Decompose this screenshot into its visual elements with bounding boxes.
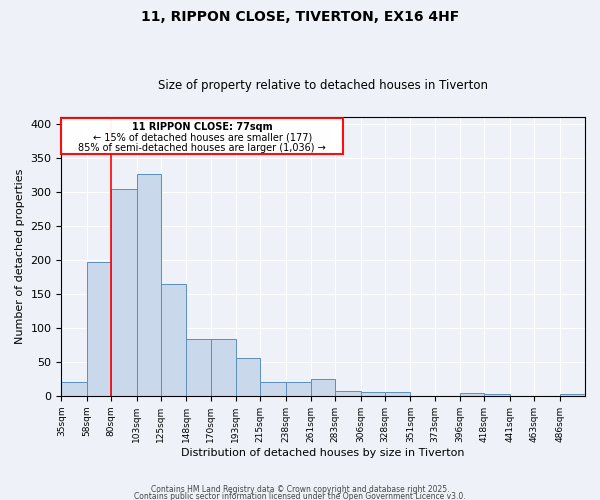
Bar	[286, 382, 311, 396]
Text: Contains HM Land Registry data © Crown copyright and database right 2025.: Contains HM Land Registry data © Crown c…	[151, 486, 449, 494]
Bar	[335, 391, 361, 396]
Bar	[311, 379, 335, 396]
Bar	[236, 358, 260, 396]
Text: 11 RIPPON CLOSE: 77sqm: 11 RIPPON CLOSE: 77sqm	[132, 122, 272, 132]
Bar	[211, 340, 236, 396]
Bar	[186, 340, 211, 396]
Text: ← 15% of detached houses are smaller (177): ← 15% of detached houses are smaller (17…	[92, 132, 312, 142]
X-axis label: Distribution of detached houses by size in Tiverton: Distribution of detached houses by size …	[181, 448, 465, 458]
Bar	[161, 284, 186, 396]
Title: Size of property relative to detached houses in Tiverton: Size of property relative to detached ho…	[158, 79, 488, 92]
Text: 85% of semi-detached houses are larger (1,036) →: 85% of semi-detached houses are larger (…	[79, 143, 326, 153]
Bar	[385, 392, 410, 396]
Bar	[560, 394, 585, 396]
Bar	[361, 392, 385, 396]
Bar	[61, 382, 87, 396]
Bar	[260, 382, 286, 396]
Text: Contains public sector information licensed under the Open Government Licence v3: Contains public sector information licen…	[134, 492, 466, 500]
Y-axis label: Number of detached properties: Number of detached properties	[15, 168, 25, 344]
Text: 11, RIPPON CLOSE, TIVERTON, EX16 4HF: 11, RIPPON CLOSE, TIVERTON, EX16 4HF	[141, 10, 459, 24]
Bar	[111, 189, 137, 396]
Bar	[137, 174, 161, 396]
Bar	[87, 262, 111, 396]
FancyBboxPatch shape	[61, 118, 343, 154]
Bar	[484, 394, 510, 396]
Bar	[460, 393, 484, 396]
